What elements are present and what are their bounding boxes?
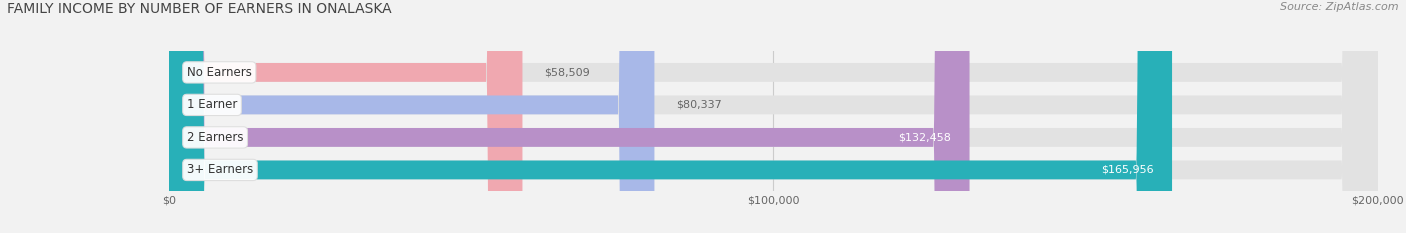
FancyBboxPatch shape [169,0,970,233]
FancyBboxPatch shape [169,0,1173,233]
Text: FAMILY INCOME BY NUMBER OF EARNERS IN ONALASKA: FAMILY INCOME BY NUMBER OF EARNERS IN ON… [7,2,392,16]
FancyBboxPatch shape [169,0,1378,233]
Text: Source: ZipAtlas.com: Source: ZipAtlas.com [1281,2,1399,12]
FancyBboxPatch shape [169,0,1378,233]
FancyBboxPatch shape [169,0,523,233]
FancyBboxPatch shape [169,0,654,233]
FancyBboxPatch shape [169,0,1378,233]
Text: 2 Earners: 2 Earners [187,131,243,144]
Text: 1 Earner: 1 Earner [187,98,238,111]
Text: $58,509: $58,509 [544,67,591,77]
Text: 3+ Earners: 3+ Earners [187,163,253,176]
Text: No Earners: No Earners [187,66,252,79]
Text: $132,458: $132,458 [898,132,952,142]
Text: $165,956: $165,956 [1101,165,1154,175]
Text: $80,337: $80,337 [676,100,721,110]
FancyBboxPatch shape [169,0,1378,233]
